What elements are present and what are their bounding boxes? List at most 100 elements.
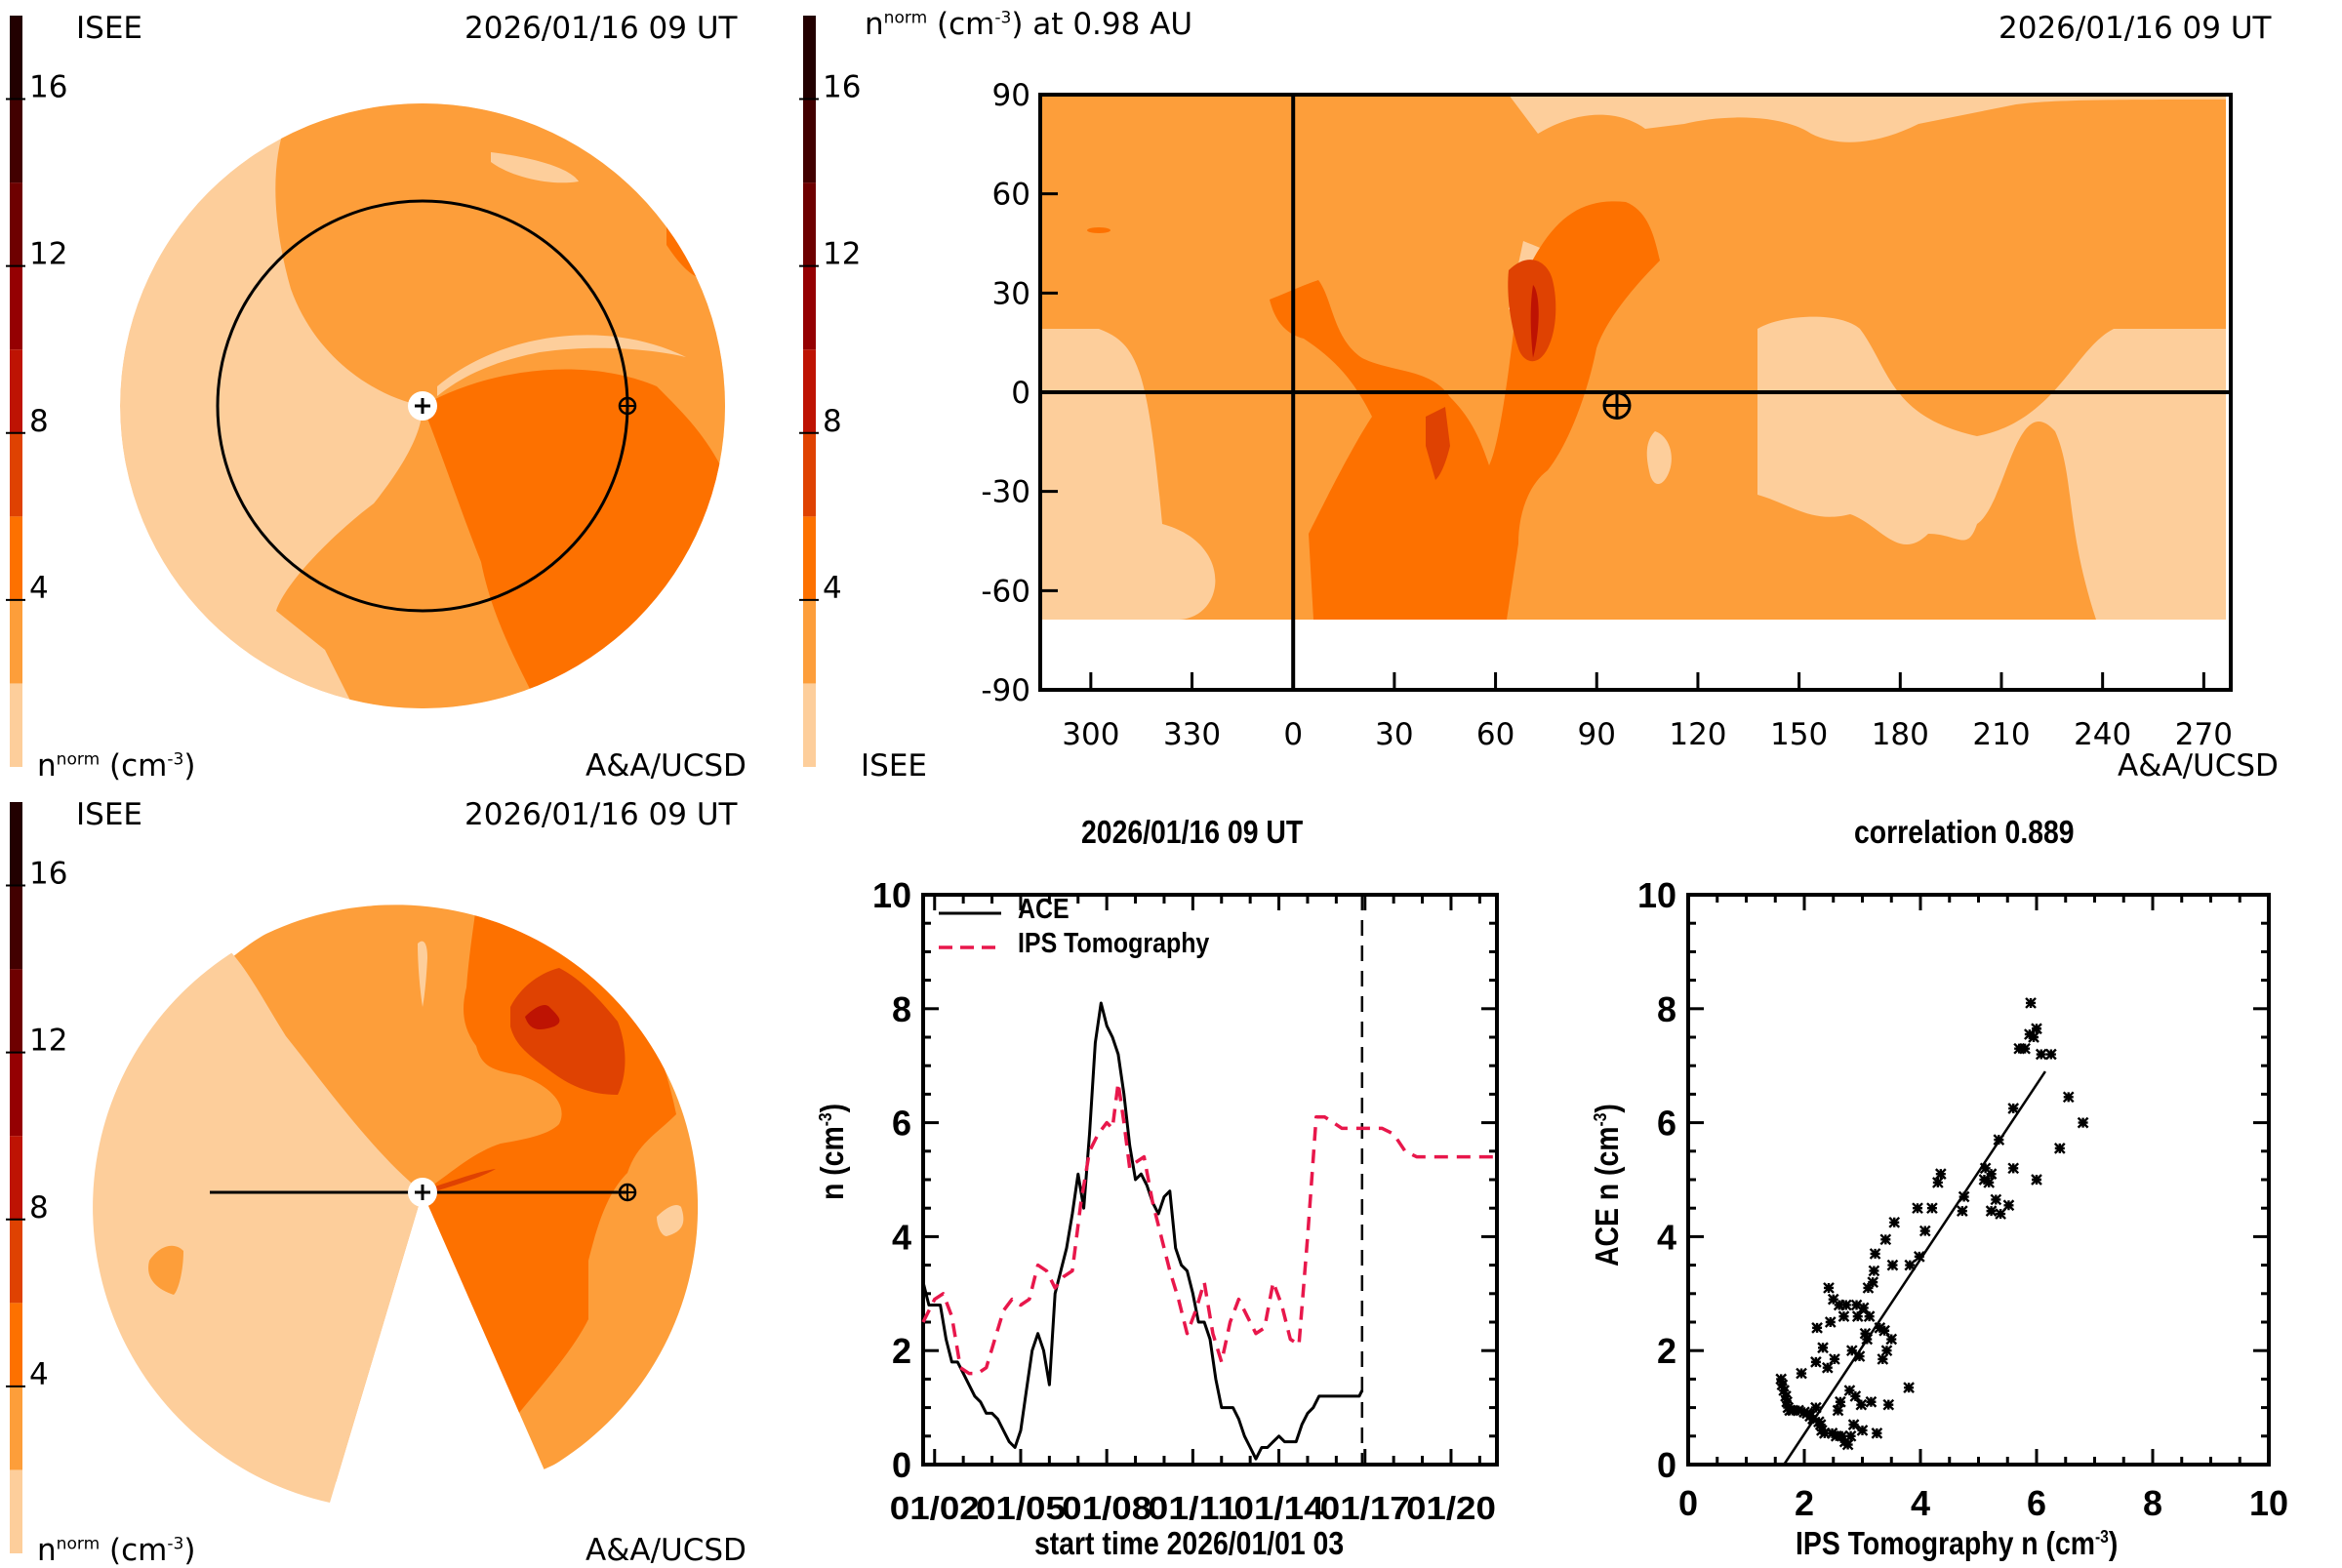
density-level-0-north [1509, 95, 2226, 142]
fit-line [1783, 1070, 2046, 1466]
scatter-point [1918, 1225, 1931, 1237]
colorbar-tick-label: 16 [823, 70, 861, 105]
scatter-point [1830, 1429, 1842, 1442]
scatter-point [1818, 1427, 1831, 1439]
scatter-point [1796, 1367, 1807, 1380]
scatter-point [1811, 1321, 1823, 1334]
colorbar-top-right: 16 12 8 4 [799, 16, 861, 767]
plot-frame [1686, 893, 2271, 1467]
x-tick-label: 01/05 [976, 1490, 1066, 1526]
density-light-streak [437, 335, 686, 396]
scatter-point [1863, 1310, 1876, 1323]
sun-plus-icon [415, 398, 430, 414]
y-tick-label: 2 [1657, 1331, 1676, 1371]
y-tick-label: 10 [872, 875, 911, 915]
scatter-point [1810, 1401, 1822, 1414]
colorbar-band [10, 349, 22, 433]
credit-label: A&A/UCSD [586, 748, 747, 784]
scatter-point [1856, 1425, 1869, 1436]
y-axis-label: ACE n (cm-3) [1589, 1104, 1625, 1266]
xlabel-sup: -3 [2094, 1527, 2109, 1547]
colorbar-band [10, 432, 22, 517]
x-tick-label: 01/14 [1234, 1490, 1325, 1526]
x-tick-label: 90 [1578, 717, 1616, 752]
scatter-point [2025, 997, 2037, 1009]
colorbar-tick-label: 16 [29, 857, 67, 892]
scatter-point [1903, 1382, 1915, 1394]
line-axes: 0 2 4 6 8 10 01/0201/0501/0801/1101/1401/1701/… [872, 875, 1499, 1526]
scatter-point [1985, 1205, 1998, 1217]
scatter-point [2028, 1031, 2039, 1043]
org-label: ISEE [76, 11, 142, 46]
scatter-point [1913, 1250, 1925, 1263]
colorbar-band [10, 516, 22, 600]
colorbar-band [10, 1469, 22, 1553]
scatter-point [1985, 1168, 1998, 1181]
density-level-3-small [1426, 407, 1450, 480]
colorbar-tick-label: 8 [823, 404, 842, 439]
timestamp: 2026/01/16 09 UT [464, 797, 738, 832]
ylabel-sup: -3 [1591, 1112, 1610, 1127]
scatter-point [1851, 1310, 1864, 1323]
scatter-point [1781, 1395, 1793, 1408]
x-tick-label: 180 [1872, 717, 1929, 752]
scatter-point [1841, 1438, 1854, 1451]
legend-ace-swatch [939, 911, 1001, 915]
scatter-point [1878, 1324, 1890, 1337]
scatter-point [2045, 1048, 2057, 1061]
colorbar-band [10, 683, 22, 767]
scatter-point [2002, 1199, 2015, 1212]
colorbar-tick-label: 12 [823, 237, 861, 272]
colorbar-band [803, 432, 816, 517]
scatter-point [1932, 1177, 1944, 1188]
scatter-point [2007, 1162, 2020, 1175]
y-tick-label: 60 [992, 178, 1030, 213]
colorbar-band [10, 885, 22, 970]
scatter-point [1776, 1379, 1789, 1391]
colorbar-tick-label: 4 [29, 1357, 49, 1392]
density-level-1-patch [148, 1245, 183, 1295]
scatter-point [1888, 1216, 1901, 1228]
colorbar-band [10, 969, 22, 1053]
density-light-patch [491, 152, 579, 183]
colorbar-tick-label: 12 [29, 1024, 67, 1059]
density-level-2 [423, 905, 676, 1436]
scatter-point [2035, 1048, 2047, 1061]
density-level-2 [1270, 201, 1660, 620]
scatter-axes: 0 2 4 6 8 10 0 2 4 6 8 10 [1637, 875, 2288, 1523]
scatter-point [1817, 1342, 1829, 1354]
density-level-0-west [1040, 329, 1216, 620]
y-tick-label: 2 [892, 1331, 911, 1371]
scatter-point [1874, 1321, 1886, 1334]
scatter-point [1793, 1404, 1804, 1417]
scatter-point [2013, 1042, 2025, 1055]
colorbar-band [10, 1219, 22, 1304]
y-tick-label: 4 [1657, 1217, 1676, 1257]
x-tick-label: 30 [1375, 717, 1413, 752]
unit-close: ) [183, 1533, 196, 1568]
colorbar-band [10, 1052, 22, 1137]
scatter-point [1823, 1282, 1835, 1294]
title-sup: norm [883, 8, 928, 28]
x-tick-label: 01/20 [1406, 1490, 1496, 1526]
x-tick-label: 270 [2175, 717, 2233, 752]
scatter-point [2031, 1023, 2042, 1035]
scatter-point [1847, 1419, 1860, 1430]
y-tick-label: -90 [981, 673, 1030, 708]
legend-ips-label: IPS Tomography [1018, 928, 1210, 959]
polar-map-bottom-left [93, 905, 699, 1503]
x-tick-label: 0 [1283, 717, 1303, 752]
scatter-point [1787, 1404, 1798, 1417]
scatter-point [1821, 1361, 1834, 1374]
colorbar-band [803, 182, 816, 266]
unit-sup: -3 [167, 1534, 184, 1554]
unit: (cm [109, 1533, 168, 1568]
colorbar-band [803, 16, 816, 100]
x-tick-label: 240 [2074, 717, 2131, 752]
colorbar-tick-label: 4 [823, 571, 842, 606]
ylabel-main: ACE n (cm [1589, 1126, 1625, 1266]
scatter-point [1877, 1353, 1889, 1365]
earth-icon [618, 396, 637, 416]
scatter-point [1837, 1310, 1850, 1323]
